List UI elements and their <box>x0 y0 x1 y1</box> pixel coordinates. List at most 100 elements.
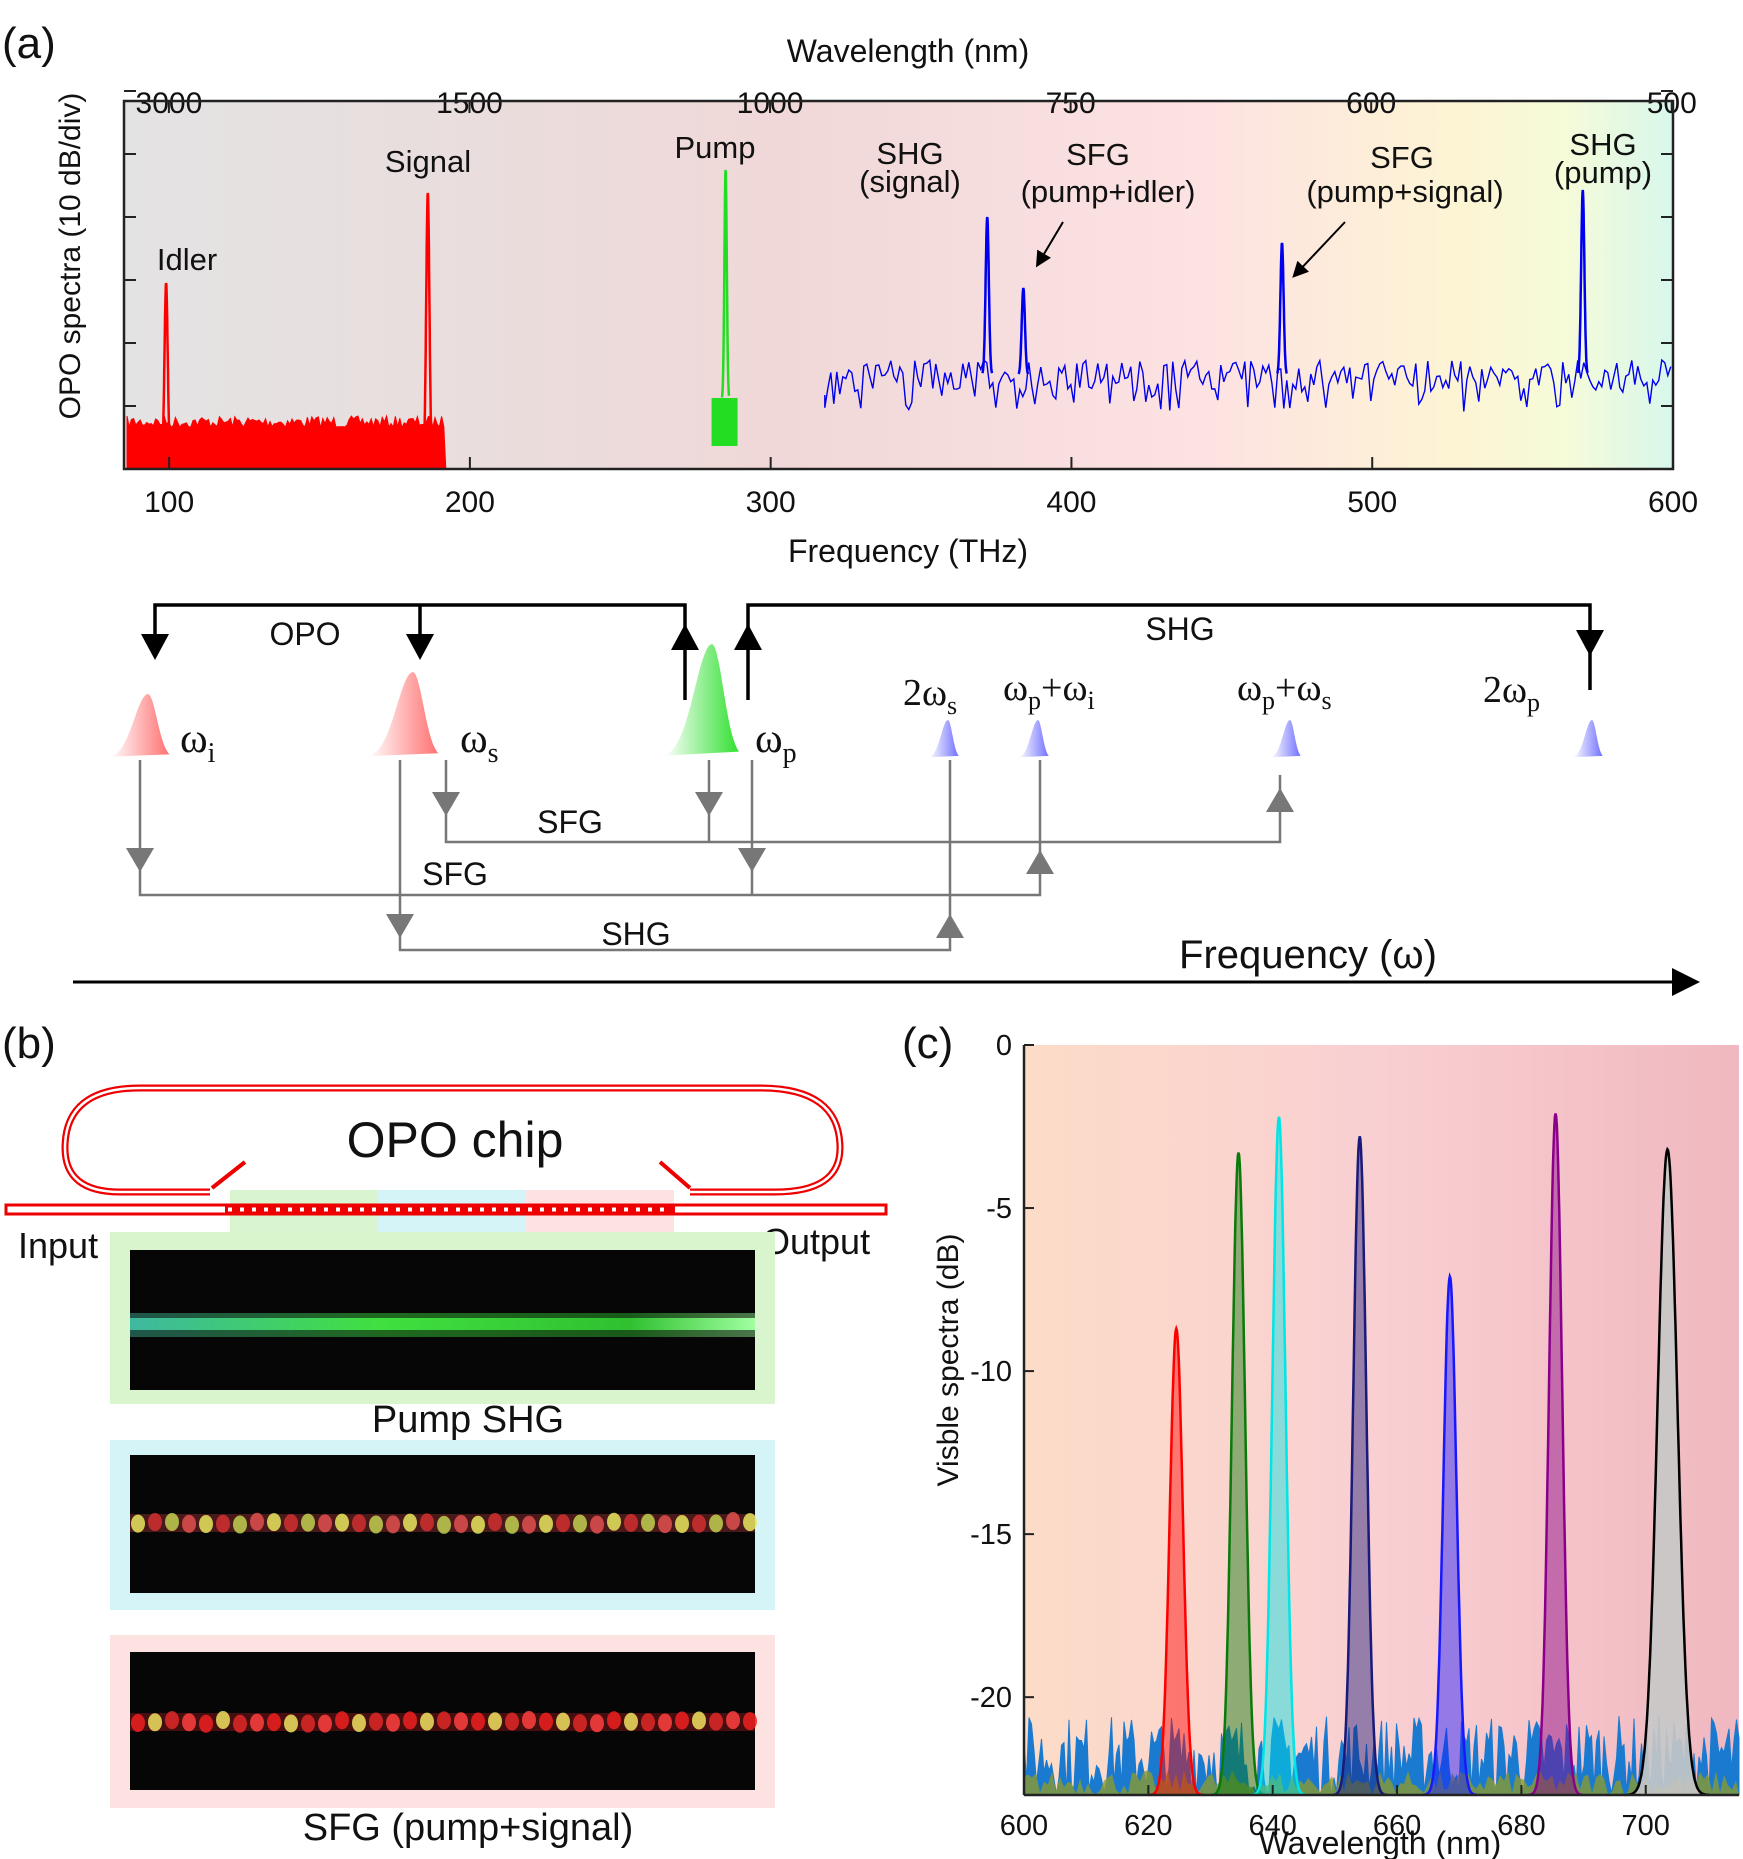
streak-dot <box>641 1713 655 1732</box>
top-tick-label-600: 600 <box>1346 87 1396 120</box>
streak-dot <box>590 1714 604 1733</box>
streak-dot <box>437 1711 451 1730</box>
streak-dot <box>488 1712 502 1731</box>
sfg-pump-idler-peak <box>1017 287 1030 375</box>
c-xtick-label-660: 660 <box>1373 1810 1421 1842</box>
streak-dot <box>233 1714 247 1733</box>
ann-sfg-ps-2: (pump+signal) <box>1306 174 1503 209</box>
c-xtick-label-640: 640 <box>1249 1810 1297 1842</box>
streak-dot <box>335 1711 349 1730</box>
plot-c-background <box>1024 1045 1739 1795</box>
streak-dot <box>709 1514 723 1533</box>
streak-dot <box>148 1713 162 1732</box>
caption-pump-shg: Pump SHG <box>372 1399 564 1441</box>
peak-line-4 <box>1422 1271 1478 1797</box>
ann-sfg-pi-2: (pump+idler) <box>1021 174 1196 209</box>
bottom-tick-label-100: 100 <box>144 486 194 519</box>
streak-dot <box>471 1515 485 1534</box>
ann-idler: Idler <box>157 242 217 277</box>
streak-dot <box>454 1712 468 1731</box>
streak-dot <box>454 1514 468 1533</box>
chip-title: OPO chip <box>347 1112 564 1168</box>
sfg-arrow-down-pump <box>695 792 723 816</box>
shg-arrow-pump <box>734 624 762 650</box>
peak-line-0 <box>1148 1324 1204 1797</box>
pulse-idler <box>109 694 170 757</box>
sfg-arrow-up-ps <box>1266 788 1294 812</box>
streak-dot <box>233 1515 247 1534</box>
plot-c-axes: 0 -5 -10 -15 -20 600 620 640 660 680 700 <box>970 1030 1739 1842</box>
frequency-axis-arrowhead <box>1672 968 1700 996</box>
shg-pump-peak <box>1576 189 1589 374</box>
ann-shg-signal-1: SHG <box>876 136 943 171</box>
label-omega-p-plus-omega-s: ωp+ωs <box>1237 667 1332 715</box>
top-axis-title: Wavelength (nm) <box>787 33 1029 69</box>
plot-c-spectra <box>1023 1113 1740 1797</box>
sfg-arrow-down-signal <box>432 792 460 816</box>
streak-dot <box>420 1712 434 1731</box>
c-xtick-label-680: 680 <box>1497 1810 1545 1842</box>
streak-dot <box>522 1711 536 1730</box>
streak-dot <box>726 1512 740 1531</box>
c-xtick-label-600: 600 <box>1000 1810 1048 1842</box>
c-xtick-label-620: 620 <box>1124 1810 1172 1842</box>
peak-fill-5 <box>1528 1113 1584 1795</box>
label-omega-i: ωi <box>180 716 216 769</box>
peak-line-6 <box>1625 1146 1709 1797</box>
shg-signal-peak <box>981 216 994 374</box>
peak-fill-6 <box>1625 1149 1710 1795</box>
shg-arrow-2wp <box>1576 630 1604 656</box>
ann-shg-pump-1: SHG <box>1569 127 1636 162</box>
c-ytick-label-0: 0 <box>996 1030 1012 1062</box>
peak-line-1 <box>1211 1152 1267 1797</box>
panel-b-label: (b) <box>2 1019 56 1068</box>
pulse-wp-wi <box>1018 720 1049 758</box>
sfg-label-1: SFG <box>537 804 603 840</box>
peak-line-2 <box>1251 1116 1307 1797</box>
peak-line-5 <box>1528 1113 1584 1797</box>
streak-dot <box>471 1712 485 1731</box>
streak-dot <box>607 1711 621 1730</box>
streak-dot <box>165 1512 179 1531</box>
streak-dot <box>743 1712 757 1731</box>
streak-dot <box>590 1515 604 1534</box>
ann-pump: Pump <box>675 130 756 165</box>
ann-signal: Signal <box>385 144 471 179</box>
process-diagram: OPO SHG ωi ωs ωp 2ωs ωp+ωi ωp+ωs 2ωp <box>73 603 1700 996</box>
streak-dot <box>539 1514 553 1533</box>
panel-c-ylabel: Visble spectra (dB) <box>932 1234 965 1487</box>
opo-arrow-signal <box>406 634 434 660</box>
ann-sfg-pi-1: SFG <box>1066 137 1130 172</box>
shg-arrow-down-signal <box>386 914 414 938</box>
image-sfg-pump-signal <box>110 1635 775 1808</box>
streak-dot <box>624 1513 638 1532</box>
streak-dot <box>573 1714 587 1733</box>
shg-top-label: SHG <box>1145 611 1214 647</box>
image-sfg-pump-idler <box>110 1440 775 1610</box>
streak-dot <box>250 1713 264 1732</box>
streak-dot <box>352 1514 366 1533</box>
label-omega-p: ωp <box>755 716 797 769</box>
shg-bottom-label: SHG <box>601 916 670 952</box>
streak-dot <box>352 1714 366 1733</box>
streak-dot <box>692 1711 706 1730</box>
streak-dot <box>726 1711 740 1730</box>
plot-a-frame <box>122 99 1675 471</box>
c-ytick-label--15: -15 <box>970 1519 1012 1551</box>
pump-peak <box>720 169 731 398</box>
opo-arrow-idler <box>141 634 169 660</box>
signal-peak <box>421 192 434 460</box>
ann-shg-signal-2: (signal) <box>859 164 961 199</box>
peak-fill-3 <box>1332 1136 1388 1795</box>
streak-dot <box>692 1514 706 1533</box>
pulse-pump <box>664 644 739 756</box>
sfg-line-idler-pump <box>138 760 1042 897</box>
chip-couplers <box>210 1160 692 1190</box>
streak-dot <box>131 1514 145 1533</box>
streak-dot <box>284 1514 298 1533</box>
pump-pedestal <box>711 398 738 446</box>
streak-dot <box>199 1714 213 1733</box>
panel-a-label: (a) <box>2 19 56 68</box>
streak-dot <box>403 1711 417 1730</box>
